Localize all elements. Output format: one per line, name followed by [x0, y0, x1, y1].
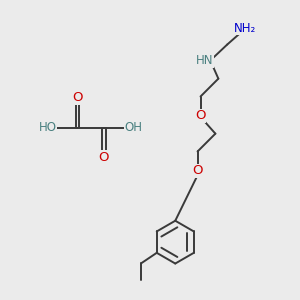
Text: HO: HO	[38, 121, 56, 134]
Text: O: O	[99, 151, 109, 164]
Text: O: O	[195, 109, 206, 122]
Text: OH: OH	[125, 121, 143, 134]
Text: O: O	[72, 92, 83, 104]
Text: O: O	[192, 164, 203, 177]
Text: HN: HN	[196, 54, 214, 67]
Text: NH₂: NH₂	[234, 22, 256, 34]
